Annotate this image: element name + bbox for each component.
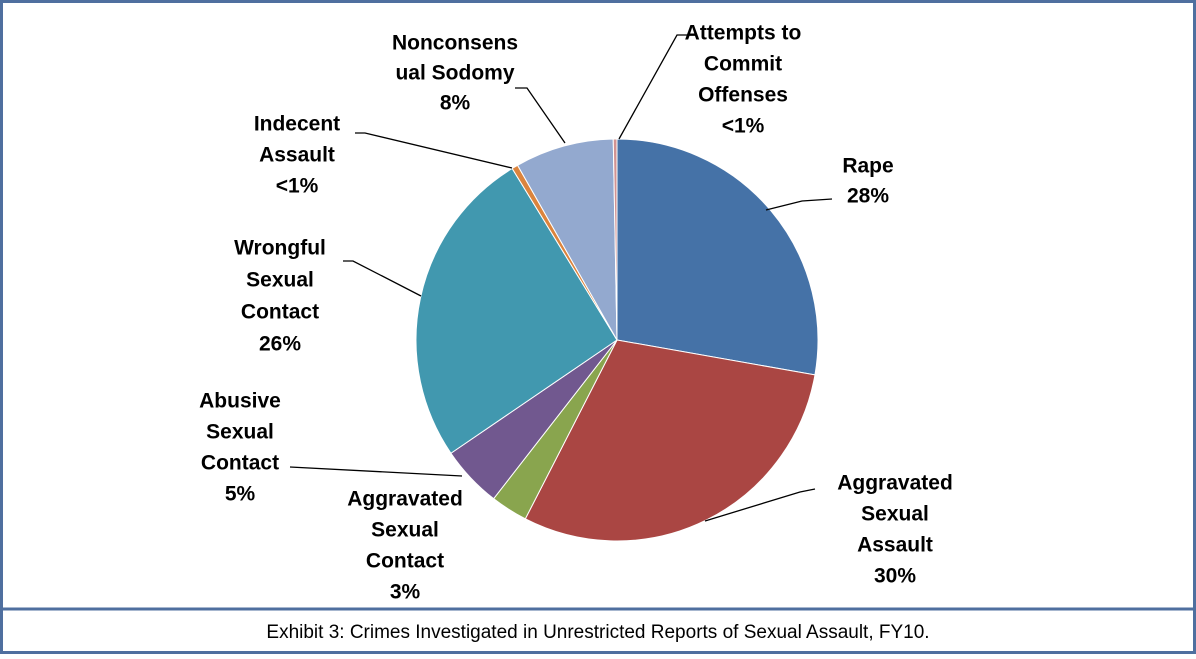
leader-line <box>343 260 422 297</box>
data-label: Commit <box>704 53 782 76</box>
pie-slice <box>415 167 618 454</box>
data-label: Sexual <box>861 503 929 526</box>
leader-line <box>515 87 566 144</box>
data-label-value: 3% <box>390 581 421 604</box>
data-label: Contact <box>241 301 319 324</box>
data-label: Abusive <box>199 390 281 413</box>
data-label: Assault <box>259 144 335 167</box>
leader-line <box>618 34 688 140</box>
data-label: Aggravated <box>347 488 463 511</box>
data-label: Offenses <box>698 84 788 107</box>
leader-line <box>355 132 513 169</box>
data-label-value: <1% <box>722 115 765 138</box>
data-label-value: 5% <box>225 483 256 506</box>
data-label: Rape <box>842 155 893 178</box>
data-label: Contact <box>366 550 444 573</box>
leader-line <box>765 198 833 211</box>
data-label-value: <1% <box>276 175 319 198</box>
data-label-value: 28% <box>847 185 889 208</box>
data-label: Sexual <box>371 519 439 542</box>
data-label: Attempts to <box>685 22 802 45</box>
pie-slice <box>612 138 618 341</box>
data-label: Contact <box>201 452 279 475</box>
caption: Exhibit 3: Crimes Investigated in Unrest… <box>266 622 929 643</box>
data-label-value: 8% <box>440 92 471 115</box>
leader-line <box>289 466 463 477</box>
data-label: Assault <box>857 534 933 557</box>
leader-line <box>704 488 816 522</box>
pie-slice <box>516 138 618 341</box>
data-label: ual Sodomy <box>395 62 514 85</box>
data-label: Nonconsens <box>392 32 518 55</box>
data-label: Wrongful <box>234 237 326 260</box>
data-label-value: 26% <box>259 333 301 356</box>
pie-slice <box>616 138 819 376</box>
data-label-value: 30% <box>874 565 916 588</box>
data-label: Indecent <box>254 113 340 136</box>
data-label: Sexual <box>246 269 314 292</box>
data-label: Aggravated <box>837 472 953 495</box>
data-label: Sexual <box>206 421 274 444</box>
